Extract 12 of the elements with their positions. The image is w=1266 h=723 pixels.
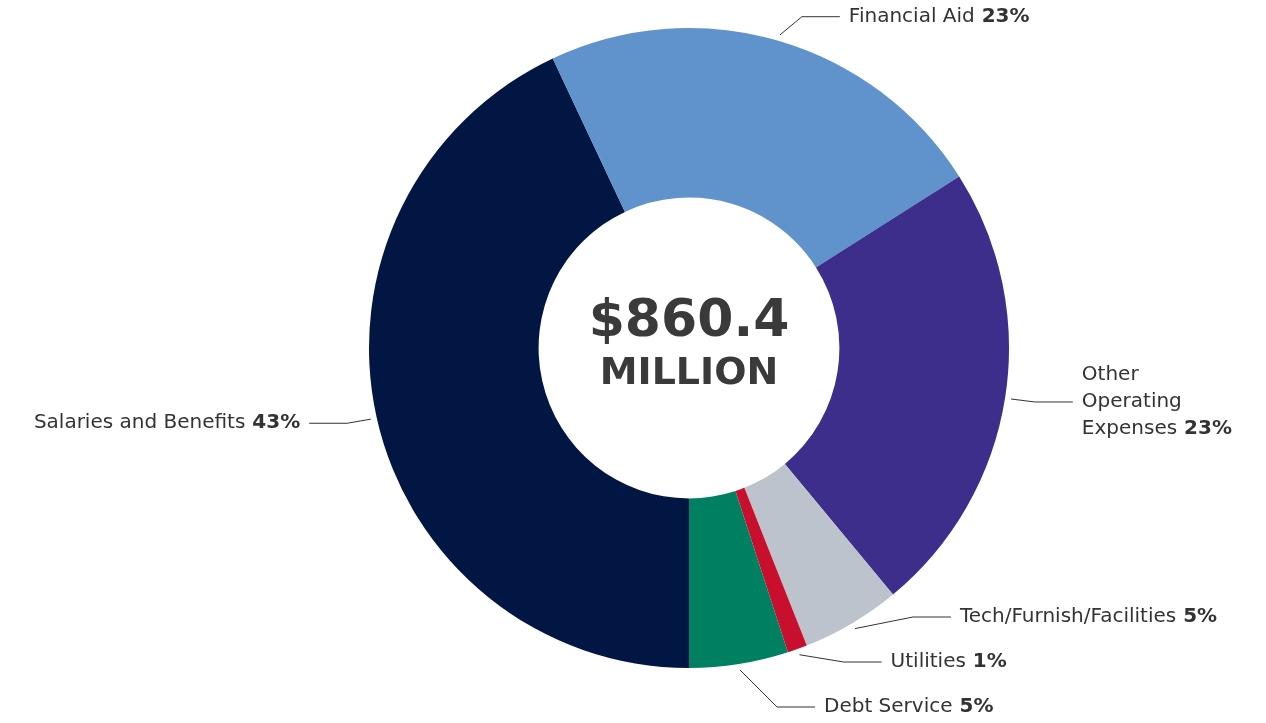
data-label: 5% bbox=[1176, 603, 1218, 628]
slice-label: Tech/Furnish/Facilities bbox=[958, 603, 1177, 628]
slice-label: Utilities bbox=[890, 648, 966, 673]
text: MILLION bbox=[599, 348, 779, 393]
data-label: 5% bbox=[952, 693, 994, 718]
data-label: 1% bbox=[965, 648, 1007, 673]
data-label: 23% bbox=[974, 2, 1030, 27]
slice-label: Debt Service bbox=[824, 693, 953, 718]
text: $860.4 bbox=[588, 287, 790, 348]
data-label: 43% bbox=[245, 409, 301, 434]
slice-label: Financial Aid bbox=[848, 2, 975, 27]
slice-label: Salaries and Benefits bbox=[33, 409, 246, 434]
